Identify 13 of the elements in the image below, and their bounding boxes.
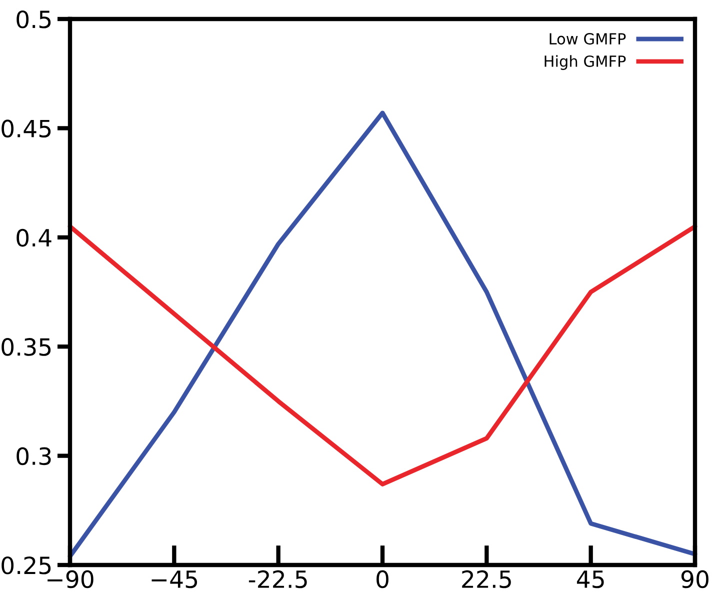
y-tick-label: 0.3	[16, 447, 51, 466]
y-tick-label: 0.45	[2, 120, 51, 138]
x-tick-label: 90	[681, 570, 708, 588]
y-tick-label: 0.5	[16, 10, 51, 28]
legend-label: Low GMFP	[550, 33, 626, 45]
x-tick-label: 45	[576, 570, 604, 588]
x-tick-label: −45	[152, 570, 198, 588]
legend-label: High GMFP	[544, 55, 626, 70]
x-tick-label: 0	[376, 570, 388, 588]
x-tick-label: 22.5	[462, 570, 511, 588]
x-tick-label: -22.5	[248, 570, 307, 588]
y-tick-label: 0.35	[2, 338, 51, 356]
y-tick-label: 0.4	[16, 228, 52, 247]
